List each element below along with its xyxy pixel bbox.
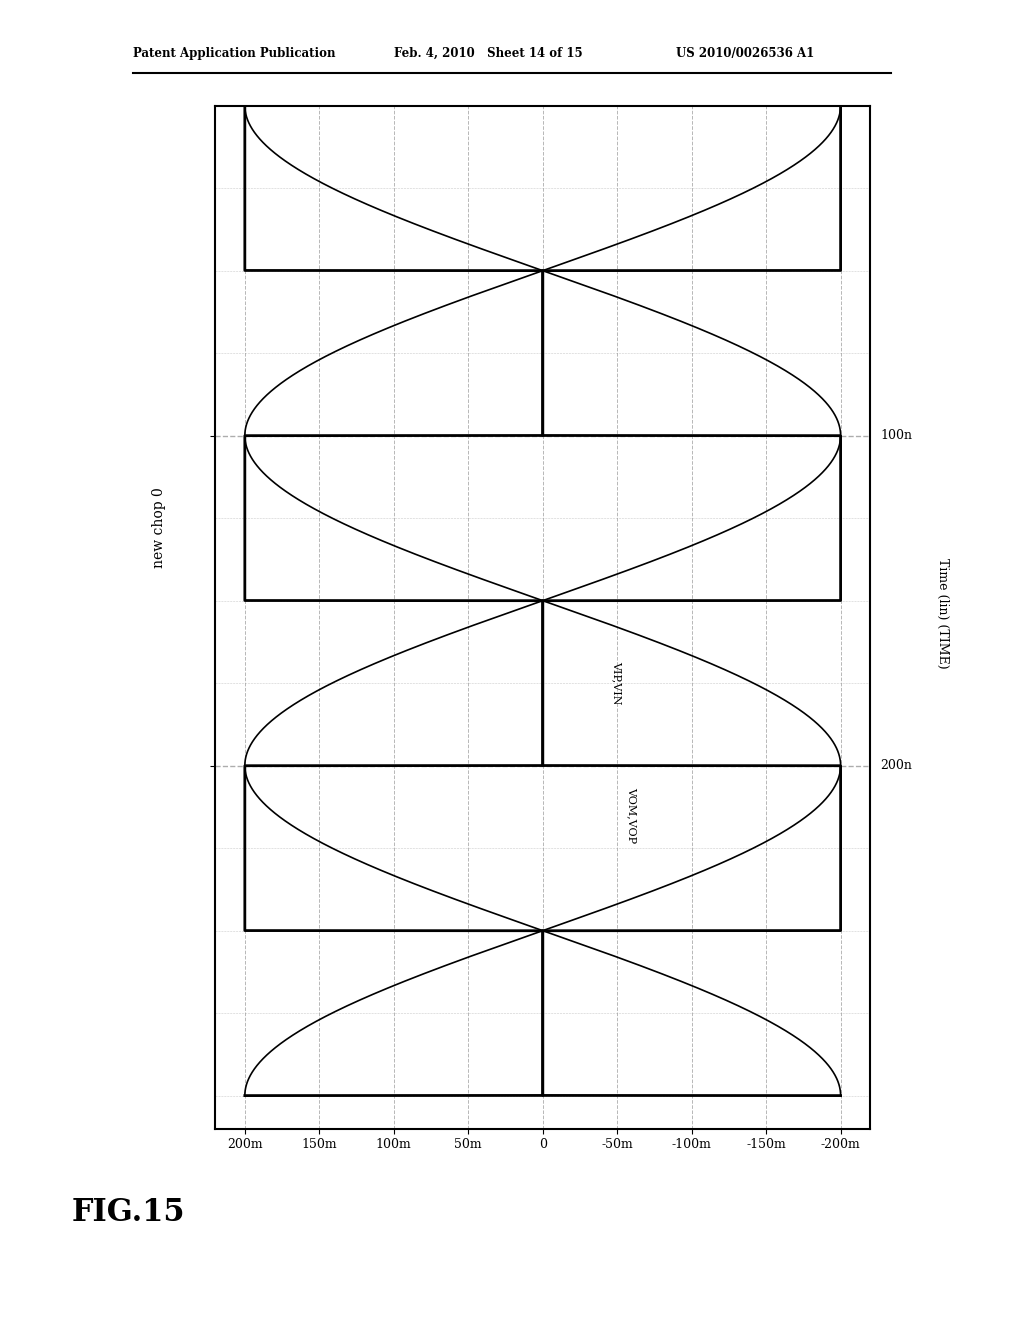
Text: 100n: 100n — [881, 429, 912, 442]
Text: Time (lin) (TIME): Time (lin) (TIME) — [936, 558, 948, 669]
Text: 200n: 200n — [881, 759, 912, 772]
Text: FIG.15: FIG.15 — [72, 1197, 185, 1228]
Text: US 2010/0026536 A1: US 2010/0026536 A1 — [676, 46, 814, 59]
Text: Feb. 4, 2010   Sheet 14 of 15: Feb. 4, 2010 Sheet 14 of 15 — [394, 46, 583, 59]
Text: Patent Application Publication: Patent Application Publication — [133, 46, 336, 59]
Text: VOM,VOP: VOM,VOP — [627, 787, 637, 843]
Text: VIP,VIN: VIP,VIN — [612, 661, 623, 705]
Text: new chop 0: new chop 0 — [152, 487, 166, 569]
